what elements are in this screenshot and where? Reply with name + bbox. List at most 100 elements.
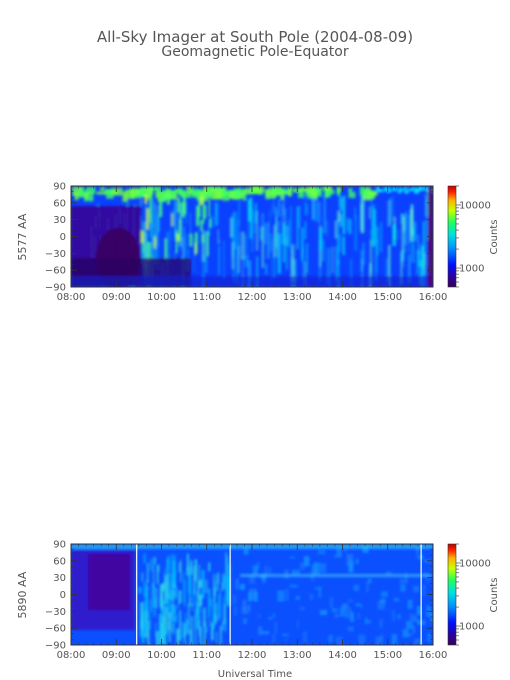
heatmap-cell	[281, 633, 289, 637]
heatmap-cell	[299, 562, 306, 571]
heatmap-cell	[143, 582, 146, 598]
heatmap-cell	[422, 221, 425, 258]
heatmap-cell	[274, 621, 278, 634]
heatmap-cell	[164, 238, 168, 258]
heatmap-cell	[318, 587, 322, 598]
heatmap-cell	[275, 206, 277, 237]
heatmap-cell	[403, 254, 405, 268]
heatmap-cell	[417, 234, 420, 256]
heatmap-cell	[188, 603, 190, 626]
y-tick-label: 90	[53, 182, 66, 193]
heatmap-cell	[305, 243, 309, 274]
heatmap-cell	[206, 230, 209, 257]
heatmap-cell	[201, 569, 205, 599]
heatmap-cell	[251, 214, 254, 252]
heatmap-cell	[302, 631, 308, 644]
heatmap-cell	[413, 221, 417, 242]
heatmap-cell	[413, 190, 418, 194]
colorbar-5890	[447, 543, 457, 646]
heatmap-cell	[196, 205, 200, 226]
heatmap-cell	[223, 603, 227, 624]
heatmap-cell	[235, 243, 239, 285]
heatmap-cell	[187, 623, 190, 635]
heatmap-cell	[146, 562, 149, 583]
heatmap-cell	[183, 226, 186, 258]
heatmap-cell	[388, 245, 391, 287]
heatmap-cell	[334, 614, 339, 618]
x-tick-label: 11:00	[192, 650, 221, 661]
heatmap-cell	[309, 593, 314, 601]
heatmap-cell	[111, 187, 123, 196]
heatmap-cell	[143, 553, 146, 564]
heatmap-cell	[281, 203, 284, 225]
heatmap-cell	[348, 187, 353, 198]
heatmap-cell	[159, 583, 163, 609]
heatmap-cell	[208, 589, 211, 611]
heatmap-cell	[300, 227, 304, 261]
heatmap-cell	[422, 584, 426, 596]
heatmap-cell	[223, 240, 225, 280]
heatmap-cell	[242, 617, 248, 625]
heatmap-cell	[289, 556, 296, 559]
heatmap-cell	[177, 197, 181, 213]
heatmap-cell	[161, 585, 165, 592]
heatmap-cell	[153, 236, 157, 249]
heatmap-cell	[198, 564, 201, 590]
heatmap-cell	[149, 599, 152, 630]
heatmap-cell	[106, 189, 114, 199]
heatmap-cell	[188, 596, 191, 607]
heatmap-cell	[285, 225, 289, 246]
heatmap-cell	[322, 186, 333, 191]
heatmap-cell	[205, 626, 208, 633]
heatmap-cell	[295, 595, 300, 600]
heatmap-cell	[146, 241, 151, 262]
heatmap-cell	[298, 191, 304, 199]
heatmap-cell	[304, 194, 308, 213]
y-tick-label: −60	[45, 624, 66, 635]
heatmap-cell	[409, 613, 416, 622]
heatmap-cell	[162, 600, 166, 615]
heatmap-cell	[181, 621, 183, 641]
heatmap-cell	[412, 228, 415, 243]
heatmap-cell	[178, 562, 182, 573]
heatmap-cell	[193, 565, 196, 595]
heatmap-cell	[140, 230, 144, 244]
heatmap-cell	[359, 604, 363, 609]
heatmap-cell	[159, 623, 163, 645]
x-axis-label: Universal Time	[218, 669, 292, 680]
heatmap-cell	[380, 591, 388, 598]
heatmap-cell	[242, 599, 247, 611]
heatmap-cell	[238, 201, 241, 226]
heatmap-cell	[402, 629, 409, 638]
heatmap-cell	[408, 188, 413, 192]
heatmap-cell	[304, 261, 306, 287]
heatmap-cell	[258, 613, 261, 619]
heatmap-cell	[400, 251, 403, 285]
heatmap-cell	[174, 614, 178, 623]
x-tick-label: 10:00	[147, 650, 176, 661]
heatmap-cell	[304, 221, 307, 240]
colorbar-tick-label: 10000	[459, 558, 491, 569]
heatmap-cell	[399, 579, 404, 584]
heatmap-cell	[205, 579, 208, 594]
title-line2: Geomagnetic Pole-Equator	[161, 44, 348, 60]
heatmap-cell	[168, 230, 171, 259]
heatmap-cell	[336, 220, 340, 266]
heatmap-cell	[100, 186, 105, 191]
heatmap-cell	[182, 196, 187, 215]
heatmap-cell	[368, 578, 372, 584]
heatmap-cell	[152, 186, 162, 191]
heatmap-cell	[345, 607, 352, 619]
heatmap-cell	[268, 209, 271, 224]
heatmap-cell	[405, 621, 413, 630]
heatmap-cell	[389, 197, 393, 224]
heatmap-cell	[347, 599, 354, 602]
heatmap-cell	[289, 206, 293, 251]
heatmap-cell	[317, 201, 321, 224]
heatmap-cell	[225, 578, 227, 607]
heatmap-cell	[172, 579, 175, 601]
heatmap-cell	[209, 215, 214, 229]
y-tick-label: −60	[45, 266, 66, 277]
heatmap-cell	[425, 187, 430, 191]
